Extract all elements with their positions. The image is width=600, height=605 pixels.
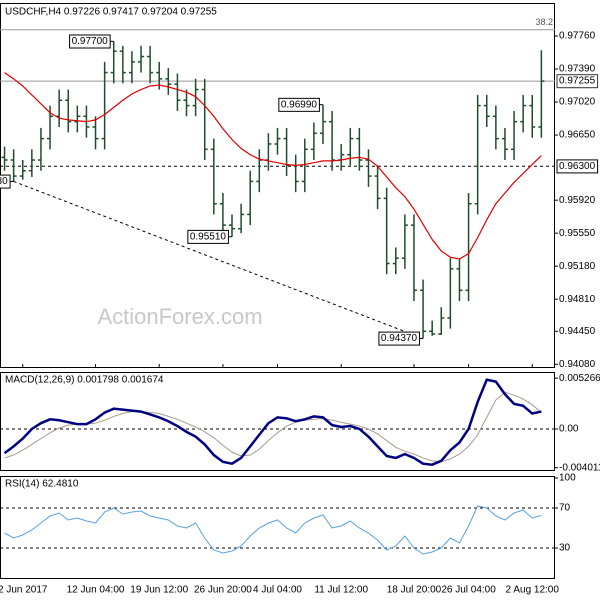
series-line (4, 391, 542, 463)
y-tick-label: 0.005266 (559, 373, 600, 384)
y-tick-label: -0.004011 (559, 462, 600, 473)
annotation-label-box (278, 97, 320, 112)
y-tick-label: 0.95180 (559, 261, 596, 272)
y-tick-label: 0.94450 (559, 326, 596, 337)
panel-title: RSI(14) 62.4810 (5, 479, 79, 490)
fib-label: 38.2 (535, 17, 553, 27)
annotation-label: 0.95510 (190, 231, 227, 242)
x-tick-label: 26 Jun 20:00 (194, 585, 252, 596)
annotation-label: 30 (0, 176, 8, 187)
annotation-label-box (187, 229, 229, 244)
series-line (4, 72, 542, 260)
x-tick-label: 26 Jul 04:00 (441, 585, 496, 596)
annotation-label-box (0, 174, 11, 189)
y-tick-label: 0.97390 (559, 64, 596, 75)
y-tick-label: 0.97020 (559, 97, 596, 108)
panel (0, 3, 555, 368)
y-tick-label: 0.95920 (559, 195, 596, 206)
annotation-label: 0.94370 (381, 333, 418, 344)
annotation-label: 0.97700 (72, 36, 109, 47)
x-tick-label: 11 Jul 12:00 (314, 585, 368, 596)
y-tick-label: 70 (559, 503, 571, 514)
level-label-box (556, 159, 599, 174)
series-line (3, 378, 542, 466)
level-label: 0.96300 (559, 161, 596, 172)
y-tick-label: 0.94810 (559, 294, 596, 305)
x-tick-label: 2 Aug 12:00 (506, 585, 560, 596)
annotation-label: 0.96990 (281, 99, 318, 110)
chart-title: USDCHF,H4 0.97226 0.97417 0.97204 0.9725… (5, 7, 217, 18)
x-tick-label: 18 Jul 20:00 (387, 585, 442, 596)
panel (0, 476, 555, 579)
y-tick-label: 100 (559, 473, 576, 484)
watermark: ActionForex.com (97, 304, 262, 329)
x-tick-label: 19 Jun 12:00 (130, 585, 188, 596)
panel-title: MACD(12,26,9) 0.001798 0.001674 (5, 375, 164, 386)
y-tick-label: 0.97760 (559, 31, 596, 42)
y-tick-label: 0.94080 (559, 359, 596, 370)
last-price-label: 0.97255 (559, 76, 596, 87)
x-tick-label: 12 Jun 04:00 (67, 585, 125, 596)
y-tick-label: 0.96650 (559, 130, 596, 141)
series-line (4, 505, 542, 555)
x-tick-label: 2 Jun 2017 (0, 585, 48, 596)
y-tick-label: 0.95550 (559, 228, 596, 239)
trendline (13, 180, 424, 339)
annotation-label-box (378, 331, 421, 346)
x-tick-label: 4 Jul 04:00 (253, 585, 302, 596)
y-tick-label: 30 (559, 543, 571, 554)
last-price-label-box (556, 74, 599, 89)
y-tick-label: 0.00 (559, 424, 579, 435)
annotation-label-box (69, 34, 111, 49)
